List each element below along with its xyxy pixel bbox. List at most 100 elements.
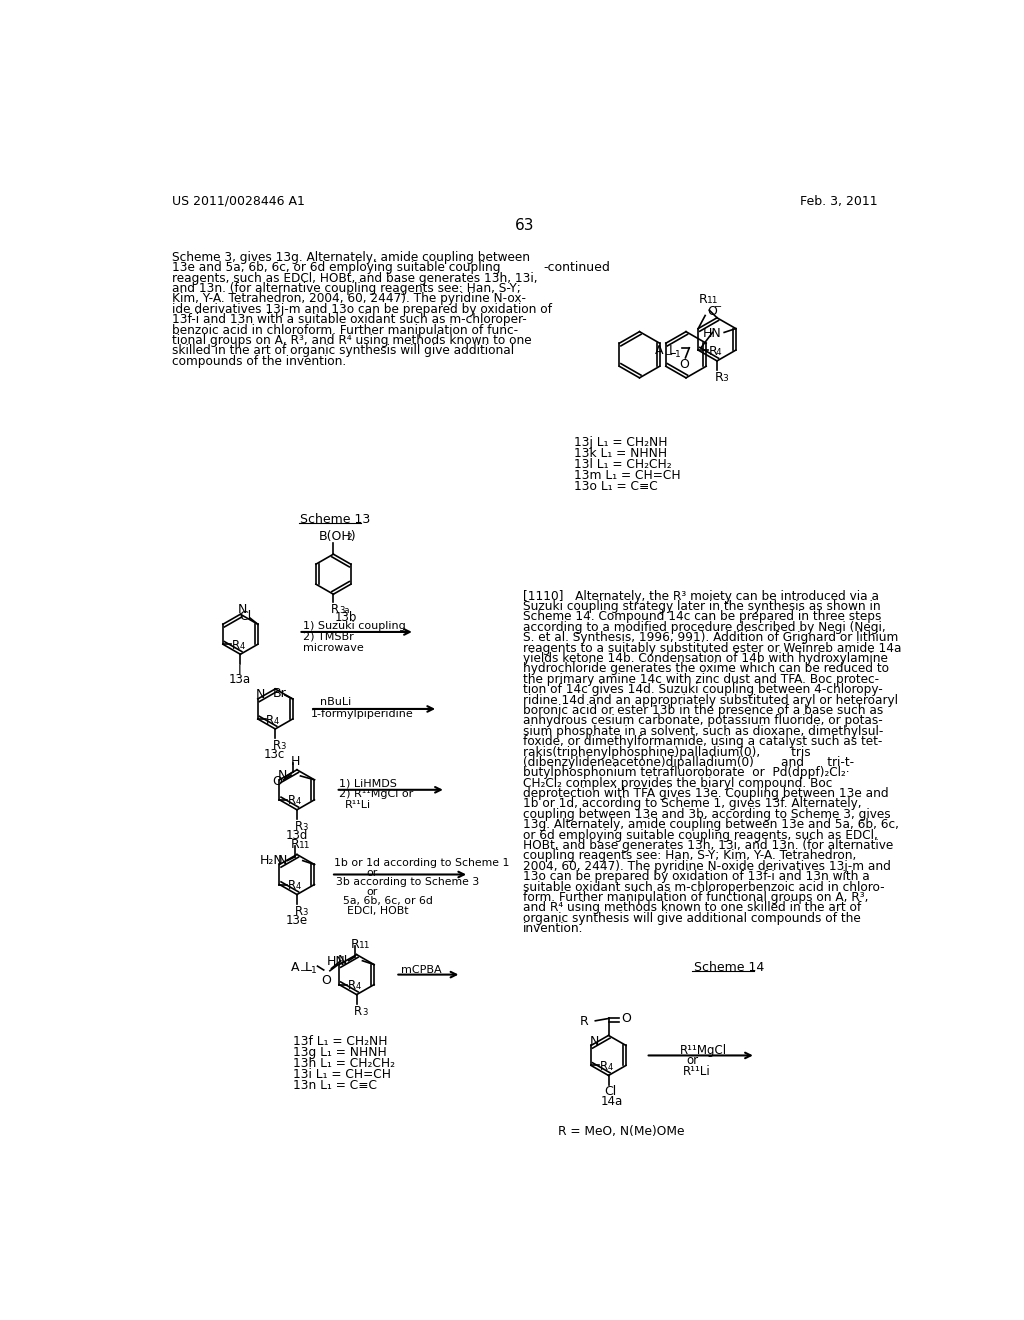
Text: N: N: [238, 603, 248, 616]
Text: 4: 4: [296, 882, 301, 891]
Text: suitable oxidant such as m-chloroperbenzoic acid in chloro-: suitable oxidant such as m-chloroperbenz…: [523, 880, 885, 894]
Text: R: R: [266, 714, 274, 726]
Text: R: R: [580, 1015, 589, 1028]
Text: A: A: [291, 961, 300, 974]
Text: A: A: [654, 345, 663, 356]
Text: 13o can be prepared by oxidation of 13f-i and 13n with a: 13o can be prepared by oxidation of 13f-…: [523, 870, 870, 883]
Text: Suzuki coupling strategy later in the synthesis as shown in: Suzuki coupling strategy later in the sy…: [523, 601, 881, 612]
Text: nBuLi: nBuLi: [321, 697, 351, 708]
Text: I: I: [238, 664, 242, 677]
Text: 11: 11: [358, 941, 370, 949]
Text: Feb. 3, 2011: Feb. 3, 2011: [800, 194, 878, 207]
Text: 1: 1: [676, 350, 681, 359]
Text: R: R: [288, 879, 296, 892]
Text: coupling reagents see: Han, S-Y; Kim, Y-A. Tetrahedron,: coupling reagents see: Han, S-Y; Kim, Y-…: [523, 850, 856, 862]
Text: butylphosphonium tetrafluoroborate  or  Pd(dppf)₂Cl₂·: butylphosphonium tetrafluoroborate or Pd…: [523, 767, 850, 779]
Text: [1110]   Alternately, the R³ moiety can be introduced via a: [1110] Alternately, the R³ moiety can be…: [523, 590, 880, 603]
Text: 2) R¹¹MgCl or: 2) R¹¹MgCl or: [339, 789, 413, 799]
Text: −: −: [715, 302, 723, 313]
Text: 4: 4: [296, 797, 301, 807]
Text: 4: 4: [274, 717, 280, 726]
Text: microwave: microwave: [303, 643, 364, 652]
Text: 13n L₁ = C≡C: 13n L₁ = C≡C: [293, 1080, 377, 1093]
Text: yields ketone 14b. Condensation of 14b with hydroxylamine: yields ketone 14b. Condensation of 14b w…: [523, 652, 888, 665]
Text: Scheme 14. Compound 14c can be prepared in three steps: Scheme 14. Compound 14c can be prepared …: [523, 610, 882, 623]
Text: benzoic acid in chloroform. Further manipulation of func-: benzoic acid in chloroform. Further mani…: [172, 323, 518, 337]
Text: 4: 4: [355, 982, 360, 991]
Text: 13g. Alternately, amide coupling between 13e and 5a, 6b, 6c,: 13g. Alternately, amide coupling between…: [523, 818, 899, 832]
Text: CH₂Cl₂ complex provides the biaryl compound. Boc: CH₂Cl₂ complex provides the biaryl compo…: [523, 776, 833, 789]
Text: 3b according to Scheme 3: 3b according to Scheme 3: [336, 876, 479, 887]
Text: (dibenzylideneacetone)dipalladium(0)       and      tri-t-: (dibenzylideneacetone)dipalladium(0) and…: [523, 756, 854, 770]
Text: tion of 14c gives 14d. Suzuki coupling between 4-chloropy-: tion of 14c gives 14d. Suzuki coupling b…: [523, 684, 883, 696]
Text: R = MeO, N(Me)OMe: R = MeO, N(Me)OMe: [558, 1125, 685, 1138]
Text: boronic acid or ester 13b in the presence of a base such as: boronic acid or ester 13b in the presenc…: [523, 704, 884, 717]
Text: Cl: Cl: [240, 610, 252, 623]
Text: organic synthesis will give additional compounds of the: organic synthesis will give additional c…: [523, 912, 861, 925]
Text: H: H: [291, 755, 300, 768]
Text: ridine 14d and an appropriately substituted aryl or heteroaryl: ridine 14d and an appropriately substitu…: [523, 693, 898, 706]
Text: 3: 3: [302, 822, 308, 832]
Text: N: N: [278, 770, 288, 781]
Text: form. Further manipulation of functional groups on A, R³,: form. Further manipulation of functional…: [523, 891, 868, 904]
Text: 13d: 13d: [286, 829, 307, 842]
Text: R: R: [331, 603, 339, 615]
Text: sium phosphate in a solvent, such as dioxane, dimethylsul-: sium phosphate in a solvent, such as dio…: [523, 725, 884, 738]
Text: O: O: [322, 974, 331, 987]
Text: ide derivatives 13j-m and 13o can be prepared by oxidation of: ide derivatives 13j-m and 13o can be pre…: [172, 302, 552, 315]
Text: hydrochloride generates the oxime which can be reduced to: hydrochloride generates the oxime which …: [523, 663, 889, 676]
Text: R: R: [709, 345, 717, 358]
Text: N: N: [338, 954, 347, 966]
Text: the primary amine 14c with zinc dust and TFA. Boc protec-: the primary amine 14c with zinc dust and…: [523, 673, 880, 686]
Text: deprotection with TFA gives 13e. Coupling between 13e and: deprotection with TFA gives 13e. Couplin…: [523, 787, 889, 800]
Text: Scheme 13: Scheme 13: [300, 512, 371, 525]
Text: R: R: [351, 937, 359, 950]
Text: compounds of the invention.: compounds of the invention.: [172, 355, 346, 368]
Text: 63: 63: [515, 218, 535, 234]
Text: 4: 4: [716, 348, 722, 356]
Text: 3: 3: [362, 1007, 368, 1016]
Text: 13j L₁ = CH₂NH: 13j L₁ = CH₂NH: [573, 436, 667, 449]
Text: R¹¹MgCl: R¹¹MgCl: [680, 1044, 727, 1057]
Text: 5a, 6b, 6c, or 6d: 5a, 6b, 6c, or 6d: [343, 896, 433, 906]
Text: according to a modified procedure described by Negi (Negi,: according to a modified procedure descri…: [523, 620, 886, 634]
Text: 3: 3: [722, 374, 728, 383]
Text: Scheme 3, gives 13g. Alternately, amide coupling between: Scheme 3, gives 13g. Alternately, amide …: [172, 251, 530, 264]
Text: skilled in the art of organic synthesis will give additional: skilled in the art of organic synthesis …: [172, 345, 514, 358]
Text: EDCl, HOBt: EDCl, HOBt: [346, 906, 408, 916]
Text: R: R: [348, 979, 355, 993]
Text: 2: 2: [346, 533, 352, 543]
Text: R: R: [295, 904, 303, 917]
Text: invention.: invention.: [523, 923, 584, 936]
Text: 13e: 13e: [286, 913, 307, 927]
Text: 13b: 13b: [335, 611, 357, 624]
Text: rakis(triphenylphosphine)palladium(0),        tris: rakis(triphenylphosphine)palladium(0), t…: [523, 746, 811, 759]
Text: or: or: [686, 1053, 698, 1067]
Text: Br: Br: [272, 688, 287, 701]
Text: mCPBA: mCPBA: [400, 965, 441, 974]
Text: and 13n. (for alternative coupling reagents see: Han, S-Y;: and 13n. (for alternative coupling reage…: [172, 282, 521, 294]
Text: HN: HN: [327, 954, 345, 968]
Text: R: R: [295, 820, 303, 833]
Text: 13g L₁ = NHNH: 13g L₁ = NHNH: [293, 1045, 387, 1059]
Text: or: or: [367, 887, 378, 896]
Text: H₂N: H₂N: [260, 854, 284, 867]
Text: foxide, or dimethylformamide, using a catalyst such as tet-: foxide, or dimethylformamide, using a ca…: [523, 735, 883, 748]
Text: R: R: [291, 837, 300, 850]
Text: and R⁴ using methods known to one skilled in the art of: and R⁴ using methods known to one skille…: [523, 902, 861, 915]
Text: L: L: [669, 345, 676, 356]
Text: US 2011/0028446 A1: US 2011/0028446 A1: [172, 194, 305, 207]
Text: reagents, such as EDCl, HOBt, and base generates 13h, 13i,: reagents, such as EDCl, HOBt, and base g…: [172, 272, 538, 285]
Text: R: R: [600, 1060, 607, 1073]
Text: or 6d employing suitable coupling reagents, such as EDCl,: or 6d employing suitable coupling reagen…: [523, 829, 878, 842]
Text: R: R: [699, 293, 708, 306]
Text: 3: 3: [302, 908, 308, 916]
Text: Cl: Cl: [604, 1085, 616, 1098]
Text: L: L: [304, 961, 311, 974]
Text: S. et al. Synthesis, 1996, 991). Addition of Grignard or lithium: S. et al. Synthesis, 1996, 991). Additio…: [523, 631, 898, 644]
Text: tional groups on A, R³, and R⁴ using methods known to one: tional groups on A, R³, and R⁴ using met…: [172, 334, 531, 347]
Text: 13c: 13c: [263, 748, 285, 762]
Text: -continued: -continued: [544, 261, 610, 273]
Text: anhydrous cesium carbonate, potassium fluoride, or potas-: anhydrous cesium carbonate, potassium fl…: [523, 714, 883, 727]
Text: O: O: [621, 1012, 631, 1026]
